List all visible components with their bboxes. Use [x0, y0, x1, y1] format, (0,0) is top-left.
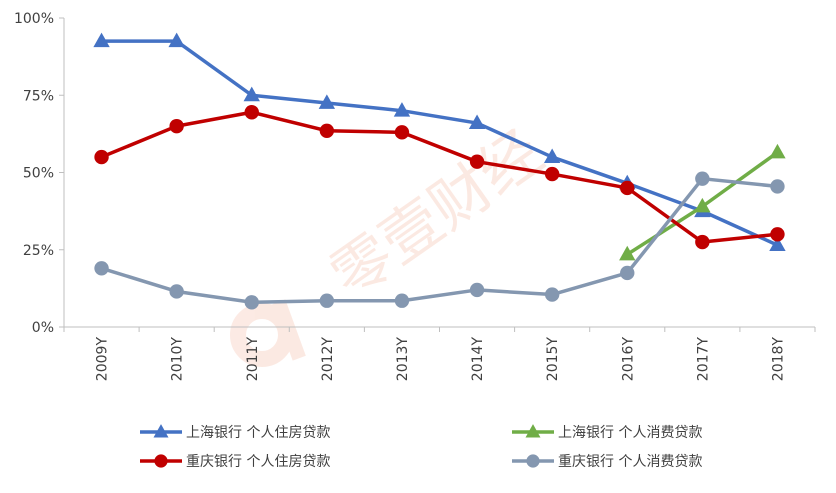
x-tick-label: 2009Y: [95, 337, 111, 382]
x-tick-label: 2015Y: [545, 337, 561, 382]
legend-swatch-marker: [154, 454, 168, 468]
data-point: [469, 282, 485, 298]
data-point: [544, 166, 560, 182]
data-point: [694, 197, 711, 213]
series-line: [101, 176, 778, 305]
data-point: [94, 149, 109, 165]
data-point: [620, 265, 635, 281]
data-point: [394, 293, 410, 308]
x-tick-label: 2013Y: [395, 337, 411, 382]
data-point: [94, 261, 109, 276]
data-point: [695, 171, 710, 186]
legend-swatch-marker: [153, 424, 169, 438]
data-point: [769, 236, 786, 252]
legend-swatch-marker: [525, 424, 541, 438]
legend-label: 重庆银行 个人消费贷款: [558, 454, 702, 470]
y-tick-label: 25%: [23, 243, 54, 259]
legend-label: 上海银行 个人住房贷款: [186, 425, 330, 441]
series-2: [94, 105, 785, 250]
x-tick-label: 2010Y: [170, 337, 186, 382]
data-point: [620, 180, 635, 196]
data-point: [393, 102, 411, 117]
data-point: [168, 32, 185, 48]
data-point: [319, 123, 335, 138]
data-point: [93, 32, 110, 48]
data-point: [169, 284, 184, 299]
watermark: 零壹财经: [230, 117, 555, 367]
data-point: [769, 143, 786, 159]
legend-entry: 上海银行 个人住房贷款: [140, 424, 330, 441]
y-tick-label: 75%: [23, 88, 54, 104]
legend-label: 上海银行 个人消费贷款: [558, 425, 702, 441]
data-point: [619, 245, 636, 261]
legend-swatch-marker: [526, 454, 540, 468]
data-point: [394, 125, 410, 140]
data-point: [244, 105, 259, 120]
legend-entry: 重庆银行 个人消费贷款: [512, 454, 702, 470]
data-point: [318, 94, 336, 109]
data-point: [770, 179, 785, 194]
data-point: [544, 287, 560, 302]
legend-label: 重庆银行 个人住房贷款: [186, 454, 330, 470]
legend-entry: 上海银行 个人消费贷款: [512, 424, 702, 441]
data-point: [695, 234, 710, 250]
x-tick-label: 2016Y: [620, 337, 636, 382]
series-line: [100, 110, 778, 244]
series-0: [93, 32, 786, 252]
y-tick-label: 0%: [32, 320, 54, 336]
data-point: [468, 114, 486, 129]
series-3: [94, 171, 785, 310]
data-point: [319, 293, 335, 308]
y-tick-label: 100%: [14, 11, 54, 27]
y-tick-label: 50%: [23, 166, 54, 182]
series-line: [101, 39, 779, 247]
x-tick-label: 2017Y: [695, 337, 711, 382]
x-tick-label: 2012Y: [320, 337, 336, 382]
data-point: [244, 295, 259, 310]
x-tick-label: 2018Y: [770, 337, 786, 382]
data-point: [469, 154, 485, 169]
x-tick-label: 2011Y: [245, 337, 261, 382]
x-tick-label: 2014Y: [470, 337, 486, 382]
data-point: [543, 148, 561, 163]
data-point: [243, 86, 260, 102]
series-1: [619, 143, 786, 261]
data-point: [169, 118, 184, 134]
data-point: [770, 227, 785, 242]
legend-entry: 重庆银行 个人住房贷款: [140, 454, 330, 470]
